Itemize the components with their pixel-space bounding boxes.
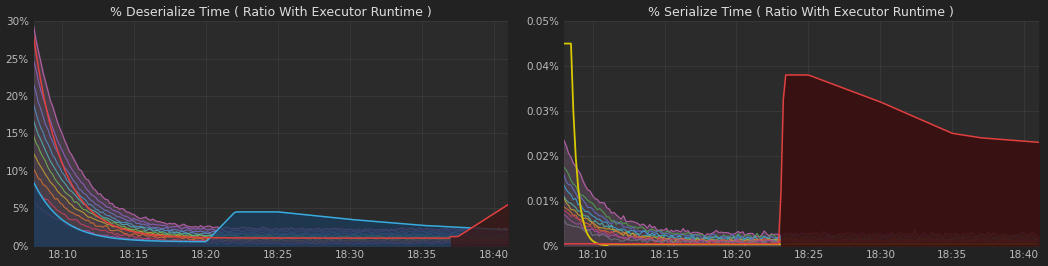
Title: % Deserialize Time ( Ratio With Executor Runtime ): % Deserialize Time ( Ratio With Executor… xyxy=(110,6,432,19)
Title: % Serialize Time ( Ratio With Executor Runtime ): % Serialize Time ( Ratio With Executor R… xyxy=(649,6,954,19)
